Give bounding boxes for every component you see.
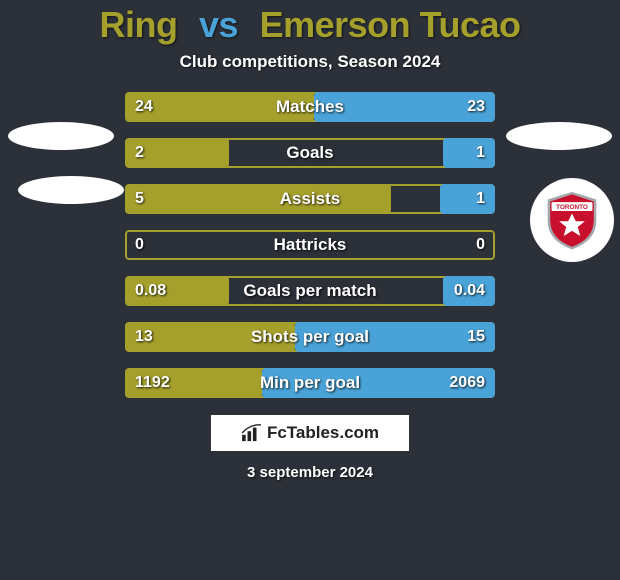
brand-name: FcTables.com [267,423,379,443]
stat-row: 51Assists [125,184,495,214]
toronto-fc-crest-icon: TORONTO [540,188,604,252]
player1-badge-placeholder [8,122,114,150]
stat-label: Goals per match [125,276,495,306]
stat-label: Hattricks [125,230,495,260]
stat-row: 00Hattricks [125,230,495,260]
stat-label: Assists [125,184,495,214]
page-title: Ring vs Emerson Tucao [0,4,620,46]
stat-label: Matches [125,92,495,122]
brand-logo: FcTables.com [210,414,410,452]
stats-list: 2423Matches 21Goals 51Assists 00Hattricks 0.… [125,92,495,398]
player2-name: Emerson Tucao [260,4,521,45]
player1-name: Ring [100,4,178,45]
vs-text: vs [199,4,238,45]
stat-label: Min per goal [125,368,495,398]
chart-icon [241,424,263,442]
footer-date: 3 september 2024 [0,464,620,481]
stat-row: 1315Shots per goal [125,322,495,352]
player2-club-badge: TORONTO [530,178,614,262]
stat-row: 21Goals [125,138,495,168]
stat-row: 2423Matches [125,92,495,122]
stat-label: Goals [125,138,495,168]
player2-badge-placeholder [506,122,612,150]
stat-label: Shots per goal [125,322,495,352]
stat-row: 11922069Min per goal [125,368,495,398]
svg-text:TORONTO: TORONTO [556,204,588,211]
stat-row: 0.080.04Goals per match [125,276,495,306]
player1-club-placeholder [18,176,124,204]
comparison-card: Ring vs Emerson Tucao Club competitions,… [0,0,620,580]
subtitle: Club competitions, Season 2024 [0,52,620,72]
